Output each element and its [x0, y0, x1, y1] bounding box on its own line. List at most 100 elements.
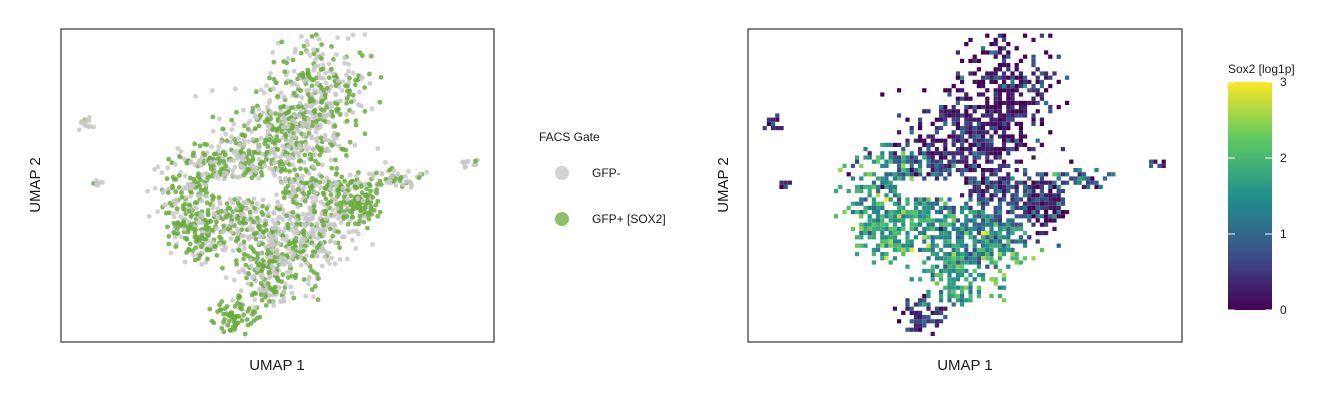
- heatmap-bin: [943, 109, 948, 114]
- heatmap-bin: [981, 218, 986, 223]
- heatmap-bin: [968, 193, 973, 198]
- heatmap-bin: [993, 147, 998, 152]
- heatmap-bin: [964, 109, 969, 114]
- heatmap-bin: [993, 109, 998, 114]
- cell-point: [174, 206, 180, 212]
- heatmap-bin: [884, 252, 889, 257]
- cell-point: [302, 236, 307, 242]
- cell-point: [233, 140, 239, 146]
- cell-point: [287, 193, 293, 199]
- heatmap-bin: [1002, 75, 1007, 80]
- heatmap-bin: [884, 163, 889, 168]
- cell-point: [395, 171, 401, 177]
- heatmap-bin: [934, 151, 939, 156]
- cell-point: [246, 139, 251, 145]
- heatmap-bin: [960, 260, 965, 265]
- heatmap-bin: [943, 231, 948, 236]
- heatmap-bin: [976, 155, 981, 160]
- heatmap-bin: [981, 243, 986, 248]
- heatmap-bin: [972, 252, 977, 257]
- heatmap-bin: [939, 319, 944, 324]
- heatmap-bin: [909, 126, 914, 131]
- heatmap-bin: [1014, 205, 1019, 210]
- cell-point: [278, 159, 284, 164]
- cell-point: [245, 253, 251, 259]
- heatmap-bin: [930, 138, 935, 143]
- heatmap-bin: [939, 310, 944, 315]
- cell-point: [171, 176, 177, 182]
- cell-point: [357, 89, 362, 95]
- cell-point: [313, 129, 319, 135]
- heatmap-bin: [1027, 210, 1032, 215]
- cell-point: [267, 258, 272, 264]
- heatmap-bin: [1002, 126, 1007, 131]
- cell-point: [313, 125, 319, 130]
- heatmap-bin: [1018, 79, 1023, 84]
- heatmap-bin: [901, 210, 906, 215]
- cell-point: [352, 82, 358, 88]
- cell-point: [209, 318, 215, 324]
- heatmap-bin: [918, 134, 923, 139]
- cell-point: [197, 158, 203, 163]
- cell-point: [315, 135, 320, 141]
- heatmap-bin: [1052, 172, 1057, 177]
- cell-point: [283, 153, 289, 159]
- heatmap-bin: [905, 159, 910, 164]
- heatmap-bin: [951, 121, 956, 126]
- heatmap-bin: [939, 235, 944, 240]
- heatmap-bin: [918, 147, 923, 152]
- cell-point: [230, 172, 235, 178]
- heatmap-bin: [1056, 210, 1061, 215]
- heatmap-bin: [1006, 184, 1011, 189]
- heatmap-bin: [985, 130, 990, 135]
- heatmap-bin: [993, 264, 998, 269]
- cell-point: [282, 281, 288, 287]
- cell-point: [304, 49, 310, 55]
- heatmap-bin: [997, 252, 1002, 257]
- heatmap-bin: [926, 201, 931, 206]
- heatmap-bin: [876, 210, 881, 215]
- cell-point: [177, 154, 183, 160]
- cell-point: [334, 166, 340, 171]
- heatmap-bin: [964, 214, 969, 219]
- heatmap-bin: [939, 155, 944, 160]
- cell-point: [279, 279, 284, 284]
- cell-point: [245, 281, 251, 286]
- heatmap-bin: [1031, 147, 1036, 152]
- cell-point: [338, 205, 344, 211]
- heatmap-bin: [989, 126, 994, 131]
- heatmap-bin: [934, 264, 939, 269]
- cell-point: [398, 176, 403, 181]
- cell-point: [342, 190, 348, 196]
- cell-point: [311, 68, 317, 73]
- heatmap-bin: [989, 247, 994, 252]
- heatmap-bin: [892, 201, 897, 206]
- heatmap-bin: [968, 142, 973, 147]
- heatmap-bin: [1056, 214, 1061, 219]
- cell-point: [166, 233, 172, 239]
- cell-point: [341, 147, 346, 152]
- heatmap-bin: [1052, 197, 1057, 202]
- cell-point: [294, 221, 300, 227]
- cell-point: [317, 147, 323, 153]
- cell-point: [330, 114, 336, 119]
- cell-point: [322, 228, 328, 233]
- cell-point: [285, 275, 291, 280]
- heatmap-bin: [905, 231, 910, 236]
- heatmap-bin: [888, 231, 893, 236]
- cell-point: [282, 256, 287, 262]
- heatmap-bin: [981, 151, 986, 156]
- cell-point: [250, 156, 256, 162]
- cell-point: [250, 105, 256, 111]
- heatmap-bin: [989, 222, 994, 227]
- heatmap-bin: [997, 100, 1002, 105]
- cell-point: [273, 271, 278, 276]
- heatmap-bin: [972, 163, 977, 168]
- cell-point: [311, 294, 316, 300]
- cell-point: [472, 162, 478, 168]
- cell-point: [265, 144, 271, 149]
- cell-point: [199, 214, 205, 220]
- heatmap-bin: [968, 273, 973, 278]
- heatmap-bin: [918, 222, 923, 227]
- heatmap-bin: [1002, 247, 1007, 252]
